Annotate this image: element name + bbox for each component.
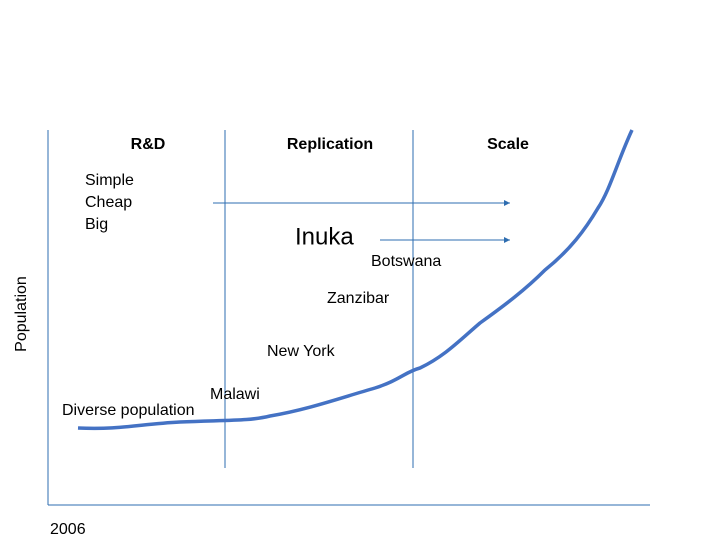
place: Botswana: [371, 253, 441, 270]
place: Diverse population: [62, 402, 195, 419]
y-axis-label: Population: [13, 276, 30, 352]
place: Malawi: [210, 386, 260, 403]
column-header: R&D: [131, 136, 166, 153]
product-name: Inuka: [295, 223, 354, 250]
place: New York: [267, 343, 336, 360]
column-header: Scale: [487, 136, 529, 153]
feature: Simple: [85, 172, 134, 189]
x-axis-label: 2006: [50, 521, 86, 538]
place: Zanzibar: [327, 290, 390, 307]
column-header: Replication: [287, 136, 373, 153]
feature: Big: [85, 216, 108, 233]
growth-curve: [77, 129, 634, 431]
feature: Cheap: [85, 194, 132, 211]
